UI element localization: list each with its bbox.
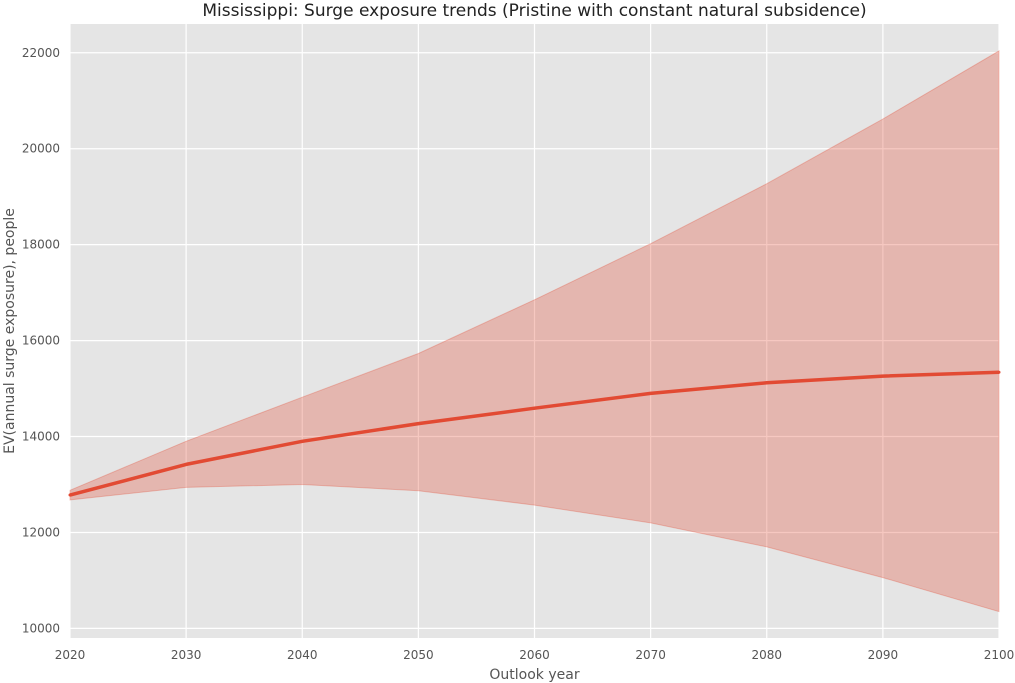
- mean-point: [881, 374, 885, 378]
- y-tick-label: 12000: [22, 525, 60, 539]
- mean-point: [997, 370, 1001, 374]
- x-tick-label: 2040: [287, 648, 318, 662]
- mean-point: [68, 493, 72, 497]
- y-tick-label: 20000: [22, 142, 60, 156]
- x-axis-label: Outlook year: [489, 667, 579, 683]
- x-tick-label: 2080: [751, 648, 782, 662]
- chart-title: Mississippi: Surge exposure trends (Pris…: [202, 1, 866, 21]
- x-tick-label: 2060: [519, 648, 550, 662]
- mean-point: [184, 462, 188, 466]
- mean-point: [533, 406, 536, 410]
- x-tick-label: 2050: [403, 648, 434, 662]
- mean-point: [416, 422, 420, 426]
- y-tick-label: 10000: [22, 621, 60, 635]
- y-tick-label: 16000: [22, 334, 60, 348]
- x-tick-label: 2020: [55, 648, 86, 662]
- x-tick-label: 2100: [984, 648, 1015, 662]
- y-axis-label: EV(annual surge exposure), people: [2, 208, 18, 454]
- y-tick-labels: 10000 12000 14000 16000 18000 20000 22000: [22, 46, 60, 636]
- x-tick-label: 2090: [868, 648, 899, 662]
- uncertainty-band: [69, 50, 1000, 613]
- x-tick-label: 2030: [171, 648, 202, 662]
- x-tick-labels: 2020 2030 2040 2050 2060 2070 2080 2090 2100: [55, 648, 1015, 662]
- y-tick-label: 22000: [22, 46, 60, 60]
- mean-points: [68, 370, 1001, 497]
- mean-point: [300, 439, 304, 443]
- y-tick-label: 14000: [22, 430, 60, 444]
- y-tick-label: 18000: [22, 238, 60, 252]
- gridlines: [69, 24, 1000, 638]
- mean-point: [649, 391, 653, 395]
- x-tick-label: 2070: [635, 648, 666, 662]
- mean-point: [765, 381, 769, 385]
